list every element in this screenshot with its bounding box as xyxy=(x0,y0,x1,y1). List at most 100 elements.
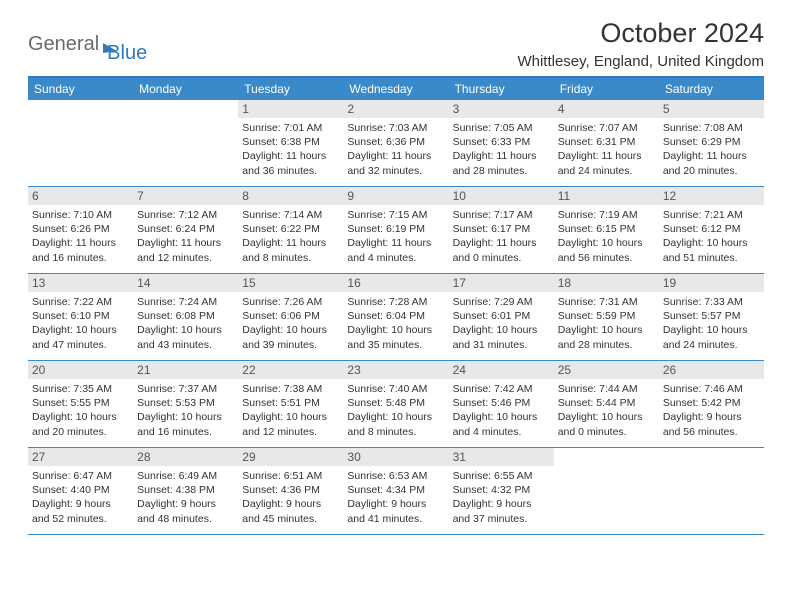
day-header: Thursday xyxy=(449,78,554,100)
calendar: SundayMondayTuesdayWednesdayThursdayFrid… xyxy=(28,76,764,535)
day-cell xyxy=(28,100,133,186)
day-number: 3 xyxy=(449,100,554,118)
month-title: October 2024 xyxy=(517,18,764,49)
day-cell: 5Sunrise: 7:08 AMSunset: 6:29 PMDaylight… xyxy=(659,100,764,186)
day-cell: 3Sunrise: 7:05 AMSunset: 6:33 PMDaylight… xyxy=(449,100,554,186)
day-cell: 21 Sunrise: 7:37 AMSunset: 5:53 PMDayligh… xyxy=(133,361,238,447)
logo: General Blue xyxy=(28,18,147,65)
day-cell: 20Sunrise: 7:35 AMSunset: 5:55 PMDayligh… xyxy=(28,361,133,447)
day-details: Sunrise: 7:17 AMSunset: 6:17 PMDaylight:… xyxy=(453,208,550,265)
day-details: Sunrise: 7:15 AMSunset: 6:19 PMDaylight:… xyxy=(347,208,444,265)
day-cell xyxy=(554,448,659,534)
day-number: 10 xyxy=(449,187,554,205)
day-header: Saturday xyxy=(659,78,764,100)
day-cell: 10 Sunrise: 7:17 AMSunset: 6:17 PMDayligh… xyxy=(449,187,554,273)
logo-text-general: General xyxy=(28,33,99,56)
day-cell: 11 Sunrise: 7:19 AMSunset: 6:15 PMDayligh… xyxy=(554,187,659,273)
week-row: 27 Sunrise: 6:47 AMSunset: 4:40 PMDayligh… xyxy=(28,448,764,535)
day-cell xyxy=(133,100,238,186)
day-number: 29 xyxy=(238,448,343,466)
day-details: Sunrise: 7:42 AMSunset: 5:46 PMDaylight:… xyxy=(453,382,550,439)
title-block: October 2024 Whittlesey, England, United… xyxy=(517,18,764,70)
day-number: 1 xyxy=(238,100,343,118)
day-number: 31 xyxy=(449,448,554,466)
day-cell: 25 Sunrise: 7:44 AMSunset: 5:44 PMDayligh… xyxy=(554,361,659,447)
day-number: 24 xyxy=(449,361,554,379)
day-details: Sunrise: 6:47 AMSunset: 4:40 PMDaylight:… xyxy=(32,469,129,526)
day-number: 13 xyxy=(28,274,133,292)
day-cell: 28Sunrise: 6:49 AMSunset: 4:38 PMDayligh… xyxy=(133,448,238,534)
day-cell: 17 Sunrise: 7:29 AMSunset: 6:01 PMDayligh… xyxy=(449,274,554,360)
day-number: 7 xyxy=(133,187,238,205)
day-details: Sunrise: 7:31 AMSunset: 5:59 PMDaylight:… xyxy=(558,295,655,352)
empty-day xyxy=(28,100,133,118)
day-details: Sunrise: 6:55 AMSunset: 4:32 PMDaylight:… xyxy=(453,469,550,526)
day-headers-row: SundayMondayTuesdayWednesdayThursdayFrid… xyxy=(28,78,764,100)
day-details: Sunrise: 7:26 AMSunset: 6:06 PMDaylight:… xyxy=(242,295,339,352)
day-details: Sunrise: 7:22 AMSunset: 6:10 PMDaylight:… xyxy=(32,295,129,352)
day-details: Sunrise: 7:14 AMSunset: 6:22 PMDaylight:… xyxy=(242,208,339,265)
header: General Blue October 2024 Whittlesey, En… xyxy=(28,18,764,70)
day-header: Monday xyxy=(133,78,238,100)
day-details: Sunrise: 7:08 AMSunset: 6:29 PMDaylight:… xyxy=(663,121,760,178)
day-cell: 26 Sunrise: 7:46 AMSunset: 5:42 PMDayligh… xyxy=(659,361,764,447)
week-row: 1 Sunrise: 7:01 AMSunset: 6:38 PMDaylight… xyxy=(28,100,764,187)
day-number: 14 xyxy=(133,274,238,292)
location: Whittlesey, England, United Kingdom xyxy=(517,53,764,70)
day-cell: 19Sunrise: 7:33 AMSunset: 5:57 PMDayligh… xyxy=(659,274,764,360)
empty-day xyxy=(554,448,659,466)
day-number: 18 xyxy=(554,274,659,292)
day-header: Tuesday xyxy=(238,78,343,100)
day-header: Friday xyxy=(554,78,659,100)
day-cell: 16Sunrise: 7:28 AMSunset: 6:04 PMDayligh… xyxy=(343,274,448,360)
empty-day xyxy=(133,100,238,118)
day-number: 23 xyxy=(343,361,448,379)
day-details: Sunrise: 7:37 AMSunset: 5:53 PMDaylight:… xyxy=(137,382,234,439)
day-details: Sunrise: 6:51 AMSunset: 4:36 PMDaylight:… xyxy=(242,469,339,526)
day-details: Sunrise: 7:21 AMSunset: 6:12 PMDaylight:… xyxy=(663,208,760,265)
day-number: 26 xyxy=(659,361,764,379)
day-number: 11 xyxy=(554,187,659,205)
day-details: Sunrise: 7:10 AMSunset: 6:26 PMDaylight:… xyxy=(32,208,129,265)
day-details: Sunrise: 7:44 AMSunset: 5:44 PMDaylight:… xyxy=(558,382,655,439)
day-number: 21 xyxy=(133,361,238,379)
day-number: 27 xyxy=(28,448,133,466)
day-number: 22 xyxy=(238,361,343,379)
day-number: 8 xyxy=(238,187,343,205)
week-row: 20Sunrise: 7:35 AMSunset: 5:55 PMDayligh… xyxy=(28,361,764,448)
day-details: Sunrise: 7:07 AMSunset: 6:31 PMDaylight:… xyxy=(558,121,655,178)
day-cell: 1 Sunrise: 7:01 AMSunset: 6:38 PMDaylight… xyxy=(238,100,343,186)
day-cell: 2Sunrise: 7:03 AMSunset: 6:36 PMDaylight… xyxy=(343,100,448,186)
day-number: 17 xyxy=(449,274,554,292)
day-number: 19 xyxy=(659,274,764,292)
day-details: Sunrise: 7:35 AMSunset: 5:55 PMDaylight:… xyxy=(32,382,129,439)
day-number: 16 xyxy=(343,274,448,292)
day-number: 2 xyxy=(343,100,448,118)
day-details: Sunrise: 7:46 AMSunset: 5:42 PMDaylight:… xyxy=(663,382,760,439)
weeks-container: 1 Sunrise: 7:01 AMSunset: 6:38 PMDaylight… xyxy=(28,100,764,535)
day-details: Sunrise: 7:19 AMSunset: 6:15 PMDaylight:… xyxy=(558,208,655,265)
day-details: Sunrise: 7:38 AMSunset: 5:51 PMDaylight:… xyxy=(242,382,339,439)
day-details: Sunrise: 7:29 AMSunset: 6:01 PMDaylight:… xyxy=(453,295,550,352)
day-details: Sunrise: 7:24 AMSunset: 6:08 PMDaylight:… xyxy=(137,295,234,352)
day-details: Sunrise: 7:01 AMSunset: 6:38 PMDaylight:… xyxy=(242,121,339,178)
day-cell: 23Sunrise: 7:40 AMSunset: 5:48 PMDayligh… xyxy=(343,361,448,447)
day-details: Sunrise: 6:53 AMSunset: 4:34 PMDaylight:… xyxy=(347,469,444,526)
day-number: 6 xyxy=(28,187,133,205)
week-row: 6 Sunrise: 7:10 AMSunset: 6:26 PMDaylight… xyxy=(28,187,764,274)
day-cell: 31 Sunrise: 6:55 AMSunset: 4:32 PMDayligh… xyxy=(449,448,554,534)
week-row: 13 Sunrise: 7:22 AMSunset: 6:10 PMDayligh… xyxy=(28,274,764,361)
day-cell xyxy=(659,448,764,534)
day-cell: 14 Sunrise: 7:24 AMSunset: 6:08 PMDayligh… xyxy=(133,274,238,360)
day-header: Wednesday xyxy=(343,78,448,100)
day-number: 25 xyxy=(554,361,659,379)
day-number: 28 xyxy=(133,448,238,466)
day-number: 30 xyxy=(343,448,448,466)
day-cell: 29 Sunrise: 6:51 AMSunset: 4:36 PMDayligh… xyxy=(238,448,343,534)
day-cell: 18 Sunrise: 7:31 AMSunset: 5:59 PMDayligh… xyxy=(554,274,659,360)
day-cell: 13 Sunrise: 7:22 AMSunset: 6:10 PMDayligh… xyxy=(28,274,133,360)
day-cell: 8 Sunrise: 7:14 AMSunset: 6:22 PMDaylight… xyxy=(238,187,343,273)
day-cell: 15Sunrise: 7:26 AMSunset: 6:06 PMDayligh… xyxy=(238,274,343,360)
day-cell: 27 Sunrise: 6:47 AMSunset: 4:40 PMDayligh… xyxy=(28,448,133,534)
day-cell: 12Sunrise: 7:21 AMSunset: 6:12 PMDayligh… xyxy=(659,187,764,273)
